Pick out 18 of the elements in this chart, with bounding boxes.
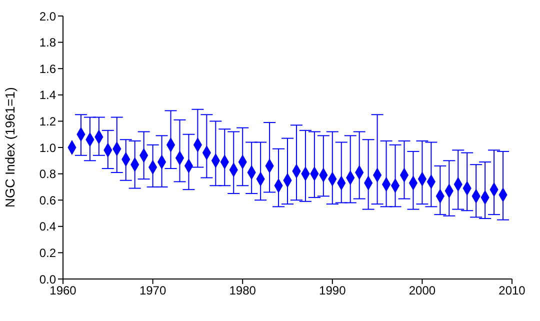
x-tick-label: 1960 [50, 284, 77, 298]
y-tick-label: 0.4 [39, 220, 56, 234]
x-tick-label: 2010 [498, 284, 526, 298]
y-axis-title: NGC Index (1961=1) [2, 87, 18, 208]
y-tick-label: 1.4 [39, 88, 56, 102]
x-tick-label: 2000 [408, 284, 436, 298]
y-tick-label: 2.0 [39, 9, 56, 24]
x-tick-label: 1990 [319, 284, 346, 298]
y-tick-label: 0.8 [39, 167, 56, 182]
y-tick-label: 1.0 [39, 140, 56, 155]
y-tick-label: 0.2 [39, 246, 56, 260]
y-tick-label: 1.2 [39, 114, 56, 128]
y-tick-label: 0.6 [39, 193, 56, 208]
x-tick-label: 1970 [139, 284, 166, 298]
y-tick-label: 1.8 [39, 36, 56, 50]
x-tick-label: 1980 [229, 284, 256, 298]
y-tick-label: 1.6 [39, 62, 56, 76]
y-tick-label: 0.0 [39, 272, 56, 286]
